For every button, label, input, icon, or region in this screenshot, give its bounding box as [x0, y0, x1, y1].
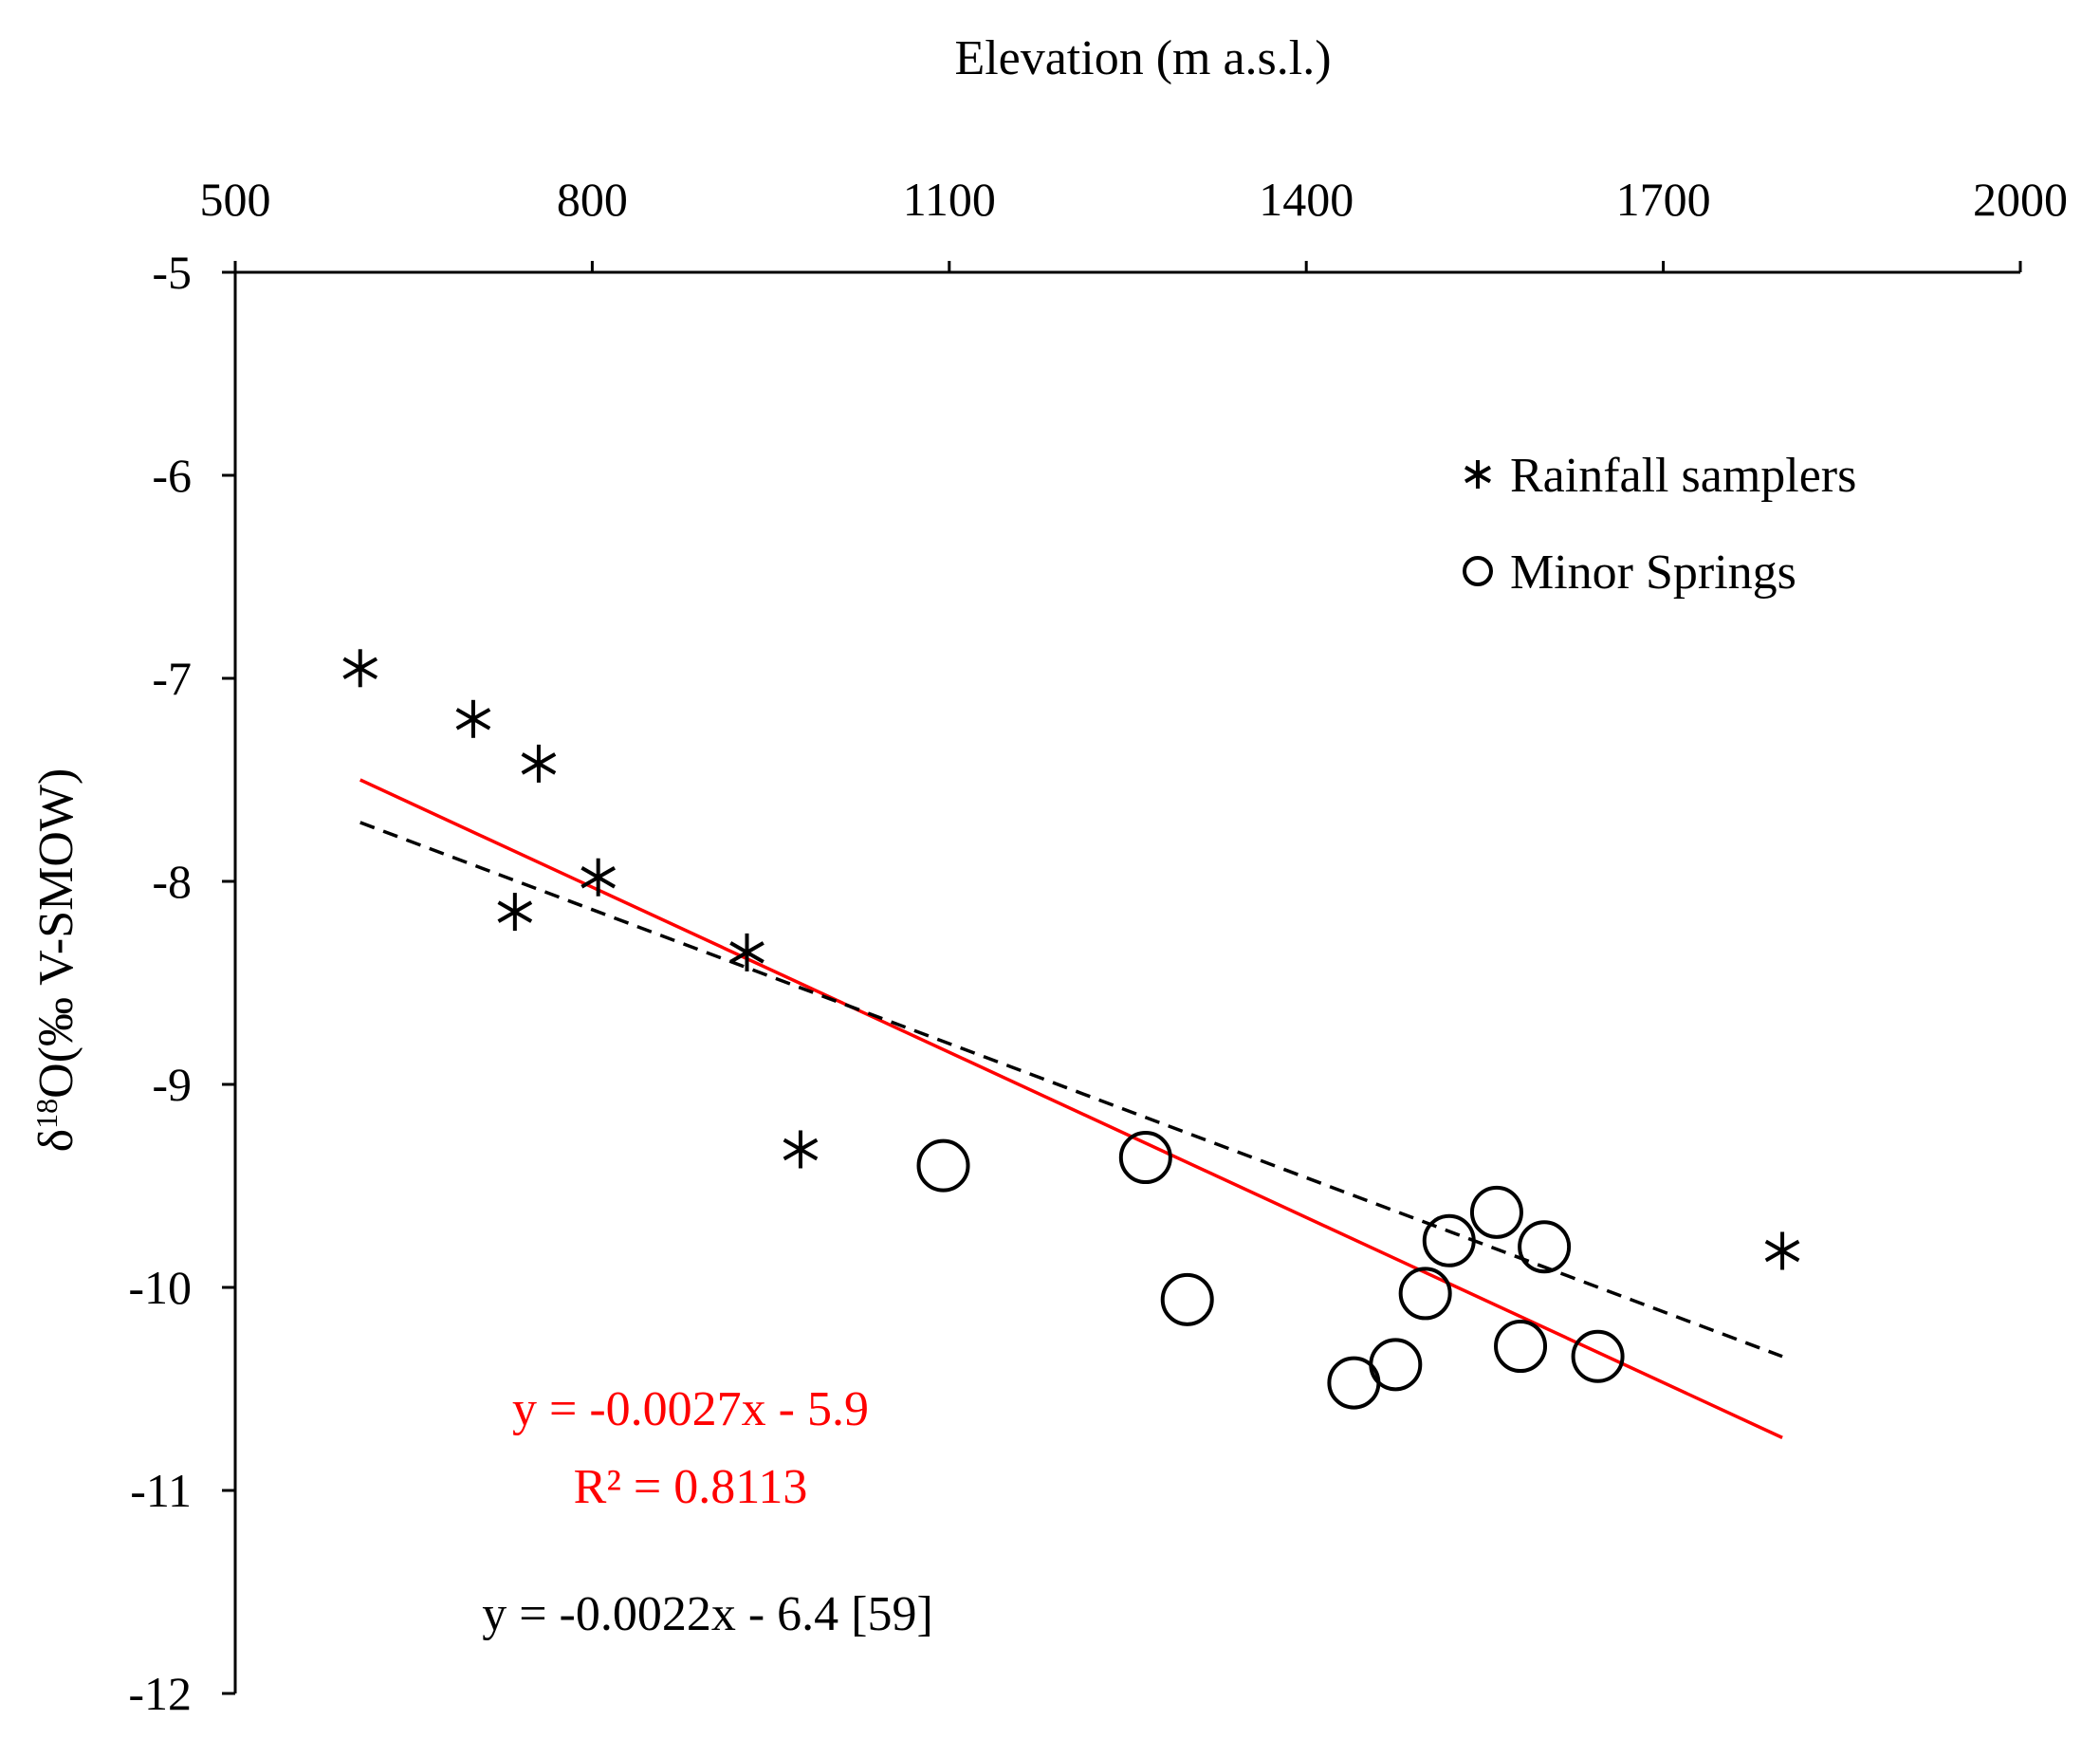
trendlines: [359, 778, 1783, 1439]
x-tick-label: 500: [200, 173, 271, 226]
y-tick-label: -12: [128, 1667, 192, 1720]
point-minor-spring: [1160, 1272, 1214, 1326]
y-tick-label: -11: [130, 1464, 192, 1517]
y-tick-label: -6: [152, 449, 192, 502]
point-minor-spring: [1518, 1220, 1572, 1274]
axes: [233, 270, 2020, 1693]
y-tick-label: -8: [152, 855, 192, 908]
legend-marker-asterisk: [1464, 460, 1491, 489]
point-rainfall-sampler: [783, 1130, 819, 1169]
point-minor-spring: [1469, 1185, 1523, 1239]
y-axis-ticks: -5 -6 -7 -8 -9 -10 -11 -12: [128, 246, 235, 1720]
fit-equation-label: y = -0.0027x - 5.9: [512, 1382, 869, 1436]
point-minor-spring: [916, 1138, 970, 1193]
x-axis-title: Elevation (m a.s.l.): [954, 31, 1331, 85]
point-minor-spring: [1422, 1213, 1476, 1267]
y-tick-label: -10: [128, 1261, 192, 1314]
legend-marker-circle: [1463, 556, 1493, 586]
point-minor-spring: [1494, 1320, 1548, 1374]
point-minor-spring: [1398, 1267, 1452, 1321]
x-tick-label: 800: [557, 173, 628, 226]
legend-circle-glyph: [1463, 556, 1493, 586]
y-axis-title-main: O(‰ V-SMOW): [29, 768, 83, 1099]
legend-label-minor-springs: Minor Springs: [1510, 546, 1796, 600]
x-tick-label: 1400: [1259, 173, 1354, 226]
y-axis-title: δ18O(‰ V-SMOW): [29, 768, 83, 1153]
point-rainfall-sampler: [580, 858, 616, 897]
legend: Rainfall samplers Minor Springs: [1463, 449, 1856, 600]
point-minor-spring: [1118, 1131, 1172, 1185]
legend-asterisk-glyph: [1464, 460, 1491, 489]
point-minor-spring: [1369, 1338, 1423, 1392]
y-tick-label: -9: [152, 1058, 192, 1111]
trendline-fit: [359, 778, 1783, 1439]
point-rainfall-sampler: [455, 699, 491, 738]
point-rainfall-sampler: [521, 744, 557, 783]
point-rainfall-sampler: [1764, 1231, 1800, 1270]
fit-r2-label: R² = 0.8113: [574, 1460, 808, 1514]
y-tick-label: -5: [152, 246, 192, 299]
y-tick-label: -7: [152, 652, 192, 705]
point-rainfall-sampler: [729, 933, 764, 971]
y-axis-title-prefix: δ: [29, 1129, 83, 1153]
data-points: [342, 649, 1800, 1410]
point-rainfall-sampler: [342, 649, 378, 688]
x-tick-label: 1700: [1616, 173, 1711, 226]
x-tick-label: 2000: [1973, 173, 2068, 226]
x-tick-label: 1100: [903, 173, 996, 226]
reference-equation-label: y = -0.0022x - 6.4 [59]: [482, 1587, 933, 1641]
x-axis-ticks: 500 800 1100 1400 1700 2000: [200, 173, 2068, 272]
point-rainfall-sampler: [497, 893, 533, 932]
legend-label-rainfall-samplers: Rainfall samplers: [1510, 449, 1856, 503]
y-axis-title-superscript: 18: [29, 1099, 64, 1129]
trendline-reference: [359, 821, 1783, 1359]
point-minor-spring: [1571, 1329, 1625, 1383]
